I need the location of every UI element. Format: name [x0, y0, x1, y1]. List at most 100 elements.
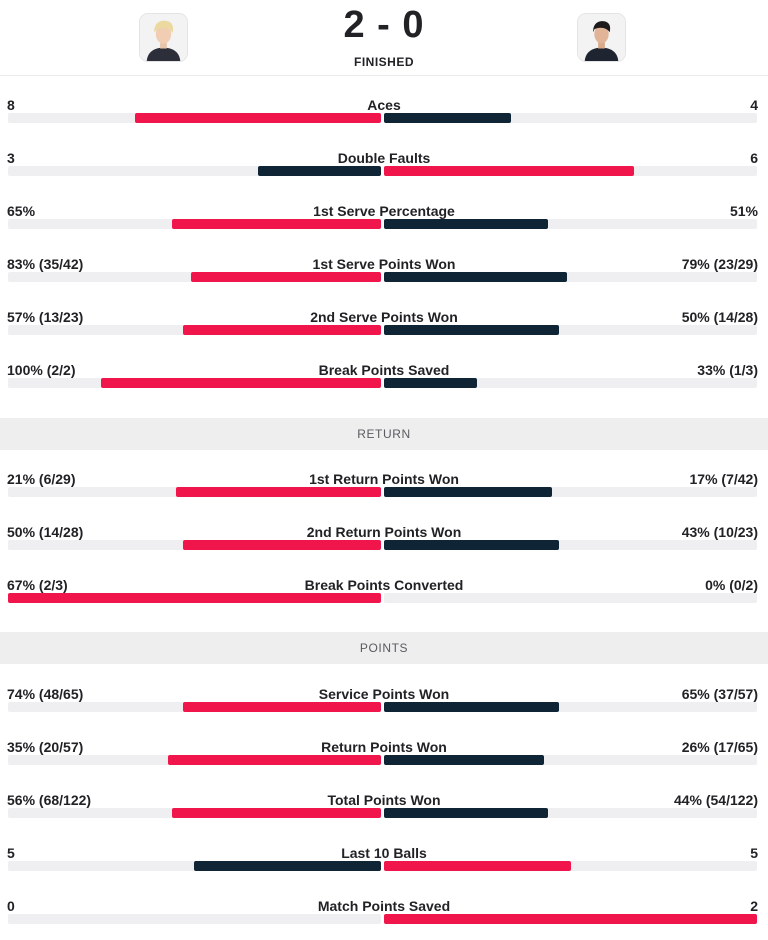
left-bar-track [8, 540, 381, 550]
right-player-value: 33% (1/3) [697, 362, 758, 378]
left-player-value: 56% (68/122) [7, 792, 92, 808]
right-bar-fill [384, 166, 634, 176]
left-player-value: 67% (2/3) [7, 577, 68, 593]
right-bar-fill [384, 378, 477, 388]
left-bar-fill [258, 166, 381, 176]
right-bar-track [384, 861, 757, 871]
stat-row-service-points-won: 74% (48/65) Service Points Won 65% (37/57) [0, 685, 768, 725]
right-player-value: 79% (23/29) [681, 256, 758, 272]
right-bar-fill [384, 914, 757, 924]
right-bar-fill [384, 861, 571, 871]
right-bar-fill [384, 808, 548, 818]
right-bar-fill [384, 113, 511, 123]
left-player-value: 65% [7, 203, 36, 219]
stat-label: 1st Serve Percentage [313, 203, 455, 219]
left-bar-fill [176, 487, 381, 497]
right-player-value: 6 [750, 150, 758, 166]
left-player-value: 21% (6/29) [7, 471, 76, 487]
left-bar-fill [194, 861, 381, 871]
stat-row-total-points-won: 56% (68/122) Total Points Won 44% (54/122) [0, 791, 768, 831]
stat-label: Total Points Won [327, 792, 441, 808]
right-player-value: 44% (54/122) [673, 792, 758, 808]
right-player-value: 50% (14/28) [681, 309, 758, 325]
stat-row-1st-serve-percentage: 65% 1st Serve Percentage 51% [0, 202, 768, 242]
left-bar-fill [101, 378, 381, 388]
stat-row-return-points-won: 35% (20/57) Return Points Won 26% (17/65) [0, 738, 768, 778]
match-status: FINISHED [353, 55, 414, 69]
left-bar-track [8, 487, 381, 497]
left-player-value: 0 [7, 898, 15, 914]
left-player-avatar[interactable] [139, 13, 188, 62]
stat-row-1st-return-points-won: 21% (6/29) 1st Return Points Won 17% (7/42… [0, 470, 768, 510]
right-bar-track [384, 808, 757, 818]
left-bar-fill [172, 808, 381, 818]
stat-row-2nd-serve-points-won: 57% (13/23) 2nd Serve Points Won 50% (14/2… [0, 308, 768, 348]
left-bar-track [8, 593, 381, 603]
left-bar-fill [8, 593, 381, 603]
left-bar-fill [183, 702, 381, 712]
left-player-value: 74% (48/65) [7, 686, 84, 702]
right-bar-track [384, 914, 757, 924]
right-player-value: 65% (37/57) [681, 686, 758, 702]
left-player-value: 8 [7, 97, 15, 113]
right-bar-track [384, 272, 757, 282]
left-bar-track [8, 219, 381, 229]
left-bar-track [8, 861, 381, 871]
right-bar-track [384, 113, 757, 123]
match-score: 2 - 0 [343, 4, 425, 46]
right-bar-track [384, 593, 757, 603]
left-bar-track [8, 325, 381, 335]
right-bar-track [384, 487, 757, 497]
right-bar-track [384, 702, 757, 712]
left-bar-fill [191, 272, 381, 282]
left-bar-fill [172, 219, 381, 229]
stat-row-double-faults: 3 Double Faults 6 [0, 149, 768, 189]
right-player-value: 5 [750, 845, 758, 861]
left-bar-track [8, 113, 381, 123]
right-bar-fill [384, 325, 559, 335]
right-bar-track [384, 540, 757, 550]
right-bar-fill [384, 702, 559, 712]
right-bar-track [384, 166, 757, 176]
stat-label: 1st Serve Points Won [312, 256, 456, 272]
stat-row-last-10-balls: 5 Last 10 Balls 5 [0, 844, 768, 884]
stat-row-1st-serve-points-won: 83% (35/42) 1st Serve Points Won 79% (23/2… [0, 255, 768, 295]
stat-label: Last 10 Balls [341, 845, 427, 861]
right-player-value: 43% (10/23) [681, 524, 758, 540]
right-player-value: 17% (7/42) [689, 471, 758, 487]
right-player-value: 26% (17/65) [681, 739, 758, 755]
stat-label: Aces [367, 97, 401, 113]
right-bar-track [384, 378, 757, 388]
player-photo-icon [578, 14, 625, 61]
left-bar-track [8, 166, 381, 176]
stat-label: Break Points Saved [318, 362, 450, 378]
stat-label: Service Points Won [318, 686, 450, 702]
match-header: 2 - 0 FINISHED [0, 0, 768, 76]
left-bar-track [8, 272, 381, 282]
left-bar-track [8, 378, 381, 388]
right-bar-fill [384, 272, 567, 282]
right-bar-track [384, 325, 757, 335]
right-player-value: 2 [750, 898, 758, 914]
left-player-value: 83% (35/42) [7, 256, 84, 272]
left-player-value: 5 [7, 845, 15, 861]
left-bar-track [8, 702, 381, 712]
stat-label: 2nd Return Points Won [306, 524, 462, 540]
stat-label: Match Points Saved [317, 898, 451, 914]
right-bar-track [384, 219, 757, 229]
left-player-value: 50% (14/28) [7, 524, 84, 540]
right-player-avatar[interactable] [577, 13, 626, 62]
left-bar-track [8, 755, 381, 765]
left-bar-track [8, 808, 381, 818]
left-bar-track [8, 914, 381, 924]
right-bar-fill [384, 755, 544, 765]
stat-row-aces: 8 Aces 4 [0, 96, 768, 136]
section-header-return: RETURN [0, 418, 768, 450]
right-player-value: 4 [750, 97, 758, 113]
stat-row-break-points-converted: 67% (2/3) Break Points Converted 0% (0/2) [0, 576, 768, 616]
left-bar-fill [183, 325, 381, 335]
stat-row-match-points-saved: 0 Match Points Saved 2 [0, 897, 768, 937]
left-player-value: 100% (2/2) [7, 362, 76, 378]
right-player-value: 0% (0/2) [705, 577, 758, 593]
left-player-value: 57% (13/23) [7, 309, 84, 325]
